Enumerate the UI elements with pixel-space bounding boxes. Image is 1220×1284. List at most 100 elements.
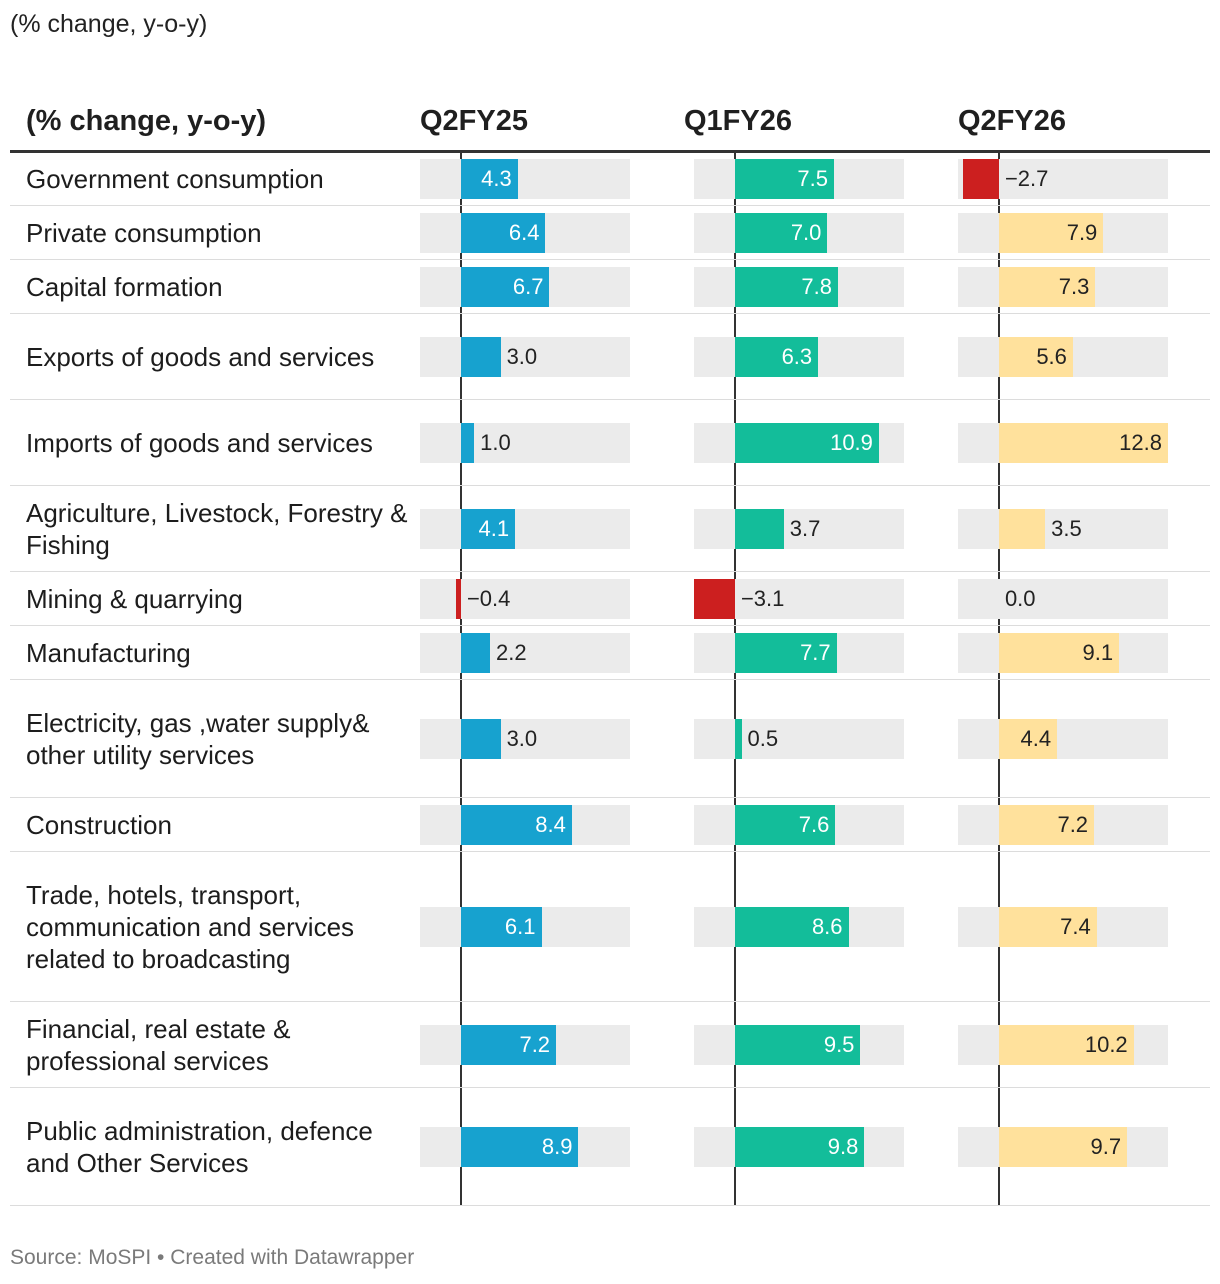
bar [460,508,516,549]
header-q1fy26: Q1FY26 [684,92,958,153]
data-label: 3.5 [1051,515,1082,541]
table-row: Financial, real estate & professional se… [10,1001,1210,1088]
table-row: Construction 8.4 7.6 7.2 [10,797,1210,852]
bar-cell-q2fy26: 7.2 [958,797,1210,852]
row-label: Manufacturing [10,625,420,680]
bar-cell-q2fy26: 0.0 [958,571,1210,626]
bar-cell-q1fy26: 7.8 [684,259,958,314]
data-label: 9.8 [827,1133,859,1159]
bar [998,906,1097,947]
bar-container: 7.2 [958,804,1168,845]
bar-cell-q1fy26: 6.3 [684,313,958,400]
bar-cell-q2fy26: 5.6 [958,313,1210,400]
bar-container: 9.7 [958,1126,1168,1167]
bar-container: 7.3 [958,266,1168,307]
data-label: 5.6 [1036,343,1067,369]
data-label: 7.0 [790,219,822,245]
bar-track [420,336,630,377]
row-label: Imports of goods and services [10,399,420,486]
data-label: 7.6 [798,811,830,837]
bar [460,212,546,253]
bar-cell-q1fy26: 9.5 [684,1001,958,1088]
data-label: 7.7 [800,639,831,665]
bar [734,1126,865,1167]
table-row: Imports of goods and services 1.0 10.9 12.8 [10,399,1210,486]
bar [734,422,879,463]
bar-container: −3.1 [694,578,904,619]
bar [460,159,518,199]
bar [734,1024,861,1065]
bar-cell-q2fy25: 4.1 [420,485,684,572]
data-label: 3.0 [506,343,538,369]
bar [998,1024,1134,1065]
bar-container: 0.0 [958,578,1168,619]
data-label: 10.9 [830,429,873,455]
data-label: 10.2 [1084,1031,1128,1057]
bar [460,718,501,759]
table-body: Government consumption 4.3 7.5 −2.7 Private … [10,151,1210,1206]
bar [998,266,1096,307]
data-label: 9.7 [1090,1133,1122,1159]
data-label: 0.5 [747,725,779,751]
bar-container: 2.2 [420,632,630,673]
bar [998,1126,1128,1167]
data-label: 0.0 [1004,585,1036,611]
bar-cell-q2fy26: 7.9 [958,205,1210,260]
bar-track [694,508,904,549]
bar-cell-q2fy25: 7.2 [420,1001,684,1088]
table-row: Mining & quarrying −0.4 −3.1 0.0 [10,571,1210,626]
row-label: Trade, hotels, transport, communication … [10,851,420,1002]
bar [734,159,834,199]
data-label: 9.5 [823,1031,855,1057]
bar-container: 10.2 [958,1024,1168,1065]
bar-container: 9.5 [694,1024,904,1065]
bar-cell-q2fy26: 12.8 [958,399,1210,486]
bar [998,632,1120,673]
data-label: 7.8 [801,273,832,299]
data-label: 12.8 [1119,429,1162,455]
data-table: (% change, y-o-y) Q2FY25 Q1FY26 Q2FY26 G… [10,92,1210,1206]
bar [460,336,501,377]
bar-track [694,718,904,759]
row-label: Capital formation [10,259,420,314]
data-label: 7.9 [1066,219,1098,245]
bar-cell-q1fy26: 7.5 [684,151,958,206]
bar-container: 5.6 [958,336,1168,377]
table-row: Trade, hotels, transport, communication … [10,851,1210,1002]
bar-cell-q1fy26: 0.5 [684,679,958,798]
bar [734,906,849,947]
bar-cell-q1fy26: 9.8 [684,1087,958,1206]
bar-container: 12.8 [958,422,1168,463]
bar-cell-q2fy25: 2.2 [420,625,684,680]
bar-container: 7.4 [958,906,1168,947]
bar-container: 7.9 [958,212,1168,253]
table-row: Manufacturing 2.2 7.7 9.1 [10,625,1210,680]
bar [460,422,475,463]
bar-container: 10.9 [694,422,904,463]
row-label: Electricity, gas ,water supply& other ut… [10,679,420,798]
row-label: Public administration, defence and Other… [10,1087,420,1206]
row-label: Government consumption [10,151,420,206]
data-label: 2.2 [496,639,527,665]
data-label: 6.7 [512,273,544,299]
bar-cell-q2fy26: 7.4 [958,851,1210,1002]
bar-cell-q1fy26: 7.0 [684,205,958,260]
bar [460,1126,579,1167]
data-label: 7.4 [1060,913,1091,939]
data-label: 8.4 [535,811,566,837]
data-label: −3.1 [740,585,785,611]
bar-container: 9.8 [694,1126,904,1167]
bar [460,266,550,307]
data-label: 7.3 [1058,273,1090,299]
data-label: 7.2 [1057,811,1089,837]
data-label: 6.4 [508,219,540,245]
bar-cell-q2fy25: 8.9 [420,1087,684,1206]
data-label: 8.9 [541,1133,573,1159]
bar-cell-q2fy25: 3.0 [420,313,684,400]
data-label: 6.1 [504,913,536,939]
data-label: 4.3 [481,166,512,191]
table-row: Exports of goods and services 3.0 6.3 5.6 [10,313,1210,400]
bar-cell-q2fy26: 3.5 [958,485,1210,572]
bar-container: 4.4 [958,718,1168,759]
